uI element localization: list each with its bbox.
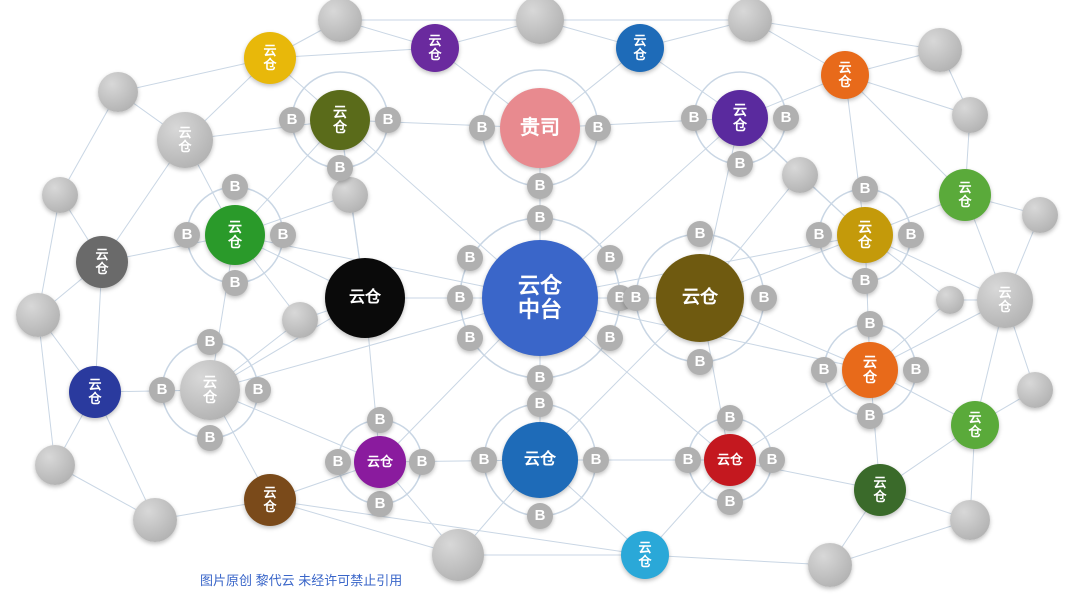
b-node-grey_ml-2: B: [197, 425, 223, 451]
b-node-mustard-0: B: [806, 222, 832, 248]
blank-node-7: [950, 500, 990, 540]
blank-node-8: [808, 543, 852, 587]
b-node-right_big-1: B: [751, 285, 777, 311]
node-yellow: 云 仓: [244, 32, 296, 84]
b-node-right_big-0: B: [623, 285, 649, 311]
blank-node-1: [516, 0, 564, 44]
node-purple_s: 云 仓: [411, 24, 459, 72]
b-node-blue_bot-3: B: [527, 503, 553, 529]
b-node-purple_w-2: B: [367, 407, 393, 433]
node-orange_t: 云 仓: [821, 51, 869, 99]
blank-node-9: [432, 529, 484, 581]
b-node-guisi-2: B: [527, 173, 553, 199]
b-node-grey_ml-1: B: [245, 377, 271, 403]
b-node-red_w-0: B: [675, 447, 701, 473]
node-navy_l: 云 仓: [69, 366, 121, 418]
b-node-olive_tl-2: B: [327, 155, 353, 181]
node-center: 云仓 中台: [482, 240, 598, 356]
copyright-caption: 图片原创 黎代云 未经许可禁止引用: [200, 570, 402, 589]
blank-node-12: [16, 293, 60, 337]
b-node-grey_ml-0: B: [197, 329, 223, 355]
blank-node-17: [782, 157, 818, 193]
blank-node-11: [35, 445, 75, 485]
b-node-purple_w-0: B: [325, 449, 351, 475]
node-lime_r: 云 仓: [939, 169, 991, 221]
b-node-olive_tl-0: B: [279, 107, 305, 133]
b-node-orange_r-3: B: [857, 403, 883, 429]
node-brown_bl: 云 仓: [244, 474, 296, 526]
blank-node-15: [332, 177, 368, 213]
b-node-orange_r-2: B: [857, 311, 883, 337]
b-node-center-1: B: [597, 245, 623, 271]
blank-node-14: [98, 72, 138, 112]
node-grey_tl: 云 仓: [157, 112, 213, 168]
blank-node-3: [918, 28, 962, 72]
node-purple_w: 云仓: [354, 436, 406, 488]
blank-node-18: [936, 286, 964, 314]
b-node-green_l-2: B: [222, 270, 248, 296]
b-node-orange_r-0: B: [811, 357, 837, 383]
blank-node-0: [318, 0, 362, 42]
b-node-purple_w-3: B: [367, 491, 393, 517]
node-lime_br: 云 仓: [951, 401, 999, 449]
b-node-guisi-1: B: [585, 115, 611, 141]
b-node-guisi-0: B: [469, 115, 495, 141]
b-node-center-7: B: [457, 245, 483, 271]
b-node-orange_r-1: B: [903, 357, 929, 383]
b-node-red_w-1: B: [759, 447, 785, 473]
b-node-purple_w-1: B: [409, 449, 435, 475]
node-grey_ml: 云 仓: [180, 360, 240, 420]
b-node-center-0: B: [527, 205, 553, 231]
b-node-blue_bot-1: B: [583, 447, 609, 473]
node-purple_t: 云 仓: [712, 90, 768, 146]
b-node-green_l-0: B: [222, 174, 248, 200]
b-node-center-6: B: [447, 285, 473, 311]
b-node-purple_t-0: B: [681, 105, 707, 131]
b-node-purple_t-2: B: [727, 151, 753, 177]
node-green_l: 云 仓: [205, 205, 265, 265]
b-node-blue_bot-2: B: [471, 447, 497, 473]
b-node-green_l-1: B: [270, 222, 296, 248]
node-right_big: 云仓: [656, 254, 744, 342]
blank-node-2: [728, 0, 772, 42]
b-node-right_big-2: B: [687, 221, 713, 247]
node-olive_br: 云 仓: [854, 464, 906, 516]
node-blue_bot: 云仓: [502, 422, 578, 498]
node-mustard: 云 仓: [837, 207, 893, 263]
b-node-red_w-2: B: [717, 405, 743, 431]
node-orange_r: 云 仓: [842, 342, 898, 398]
node-grey_r: 云 仓: [977, 272, 1033, 328]
b-node-mustard-2: B: [852, 176, 878, 202]
b-node-blue_bot-0: B: [527, 391, 553, 417]
b-node-mustard-3: B: [852, 268, 878, 294]
network-diagram: 图片原创 黎代云 未经许可禁止引用 BBBBBBBBBBBBBBBBBBBBBB…: [0, 0, 1080, 608]
node-olive_tl: 云 仓: [310, 90, 370, 150]
blank-node-16: [282, 302, 318, 338]
node-cyan_bot: 云 仓: [621, 531, 669, 579]
node-red_w: 云仓: [704, 434, 756, 486]
b-node-grey_ml-3: B: [149, 377, 175, 403]
b-node-mustard-1: B: [898, 222, 924, 248]
node-black: 云仓: [325, 258, 405, 338]
node-darkgrey: 云 仓: [76, 236, 128, 288]
blank-node-4: [952, 97, 988, 133]
b-node-olive_tl-1: B: [375, 107, 401, 133]
b-node-center-5: B: [457, 325, 483, 351]
b-node-green_l-3: B: [174, 222, 200, 248]
b-node-center-4: B: [527, 365, 553, 391]
b-node-right_big-3: B: [687, 349, 713, 375]
b-node-purple_t-1: B: [773, 105, 799, 131]
b-node-red_w-3: B: [717, 489, 743, 515]
blank-node-5: [1022, 197, 1058, 233]
blank-node-6: [1017, 372, 1053, 408]
blank-node-13: [42, 177, 78, 213]
blank-node-10: [133, 498, 177, 542]
node-blue_t: 云 仓: [616, 24, 664, 72]
node-guisi: 贵司: [500, 88, 580, 168]
b-node-center-3: B: [597, 325, 623, 351]
